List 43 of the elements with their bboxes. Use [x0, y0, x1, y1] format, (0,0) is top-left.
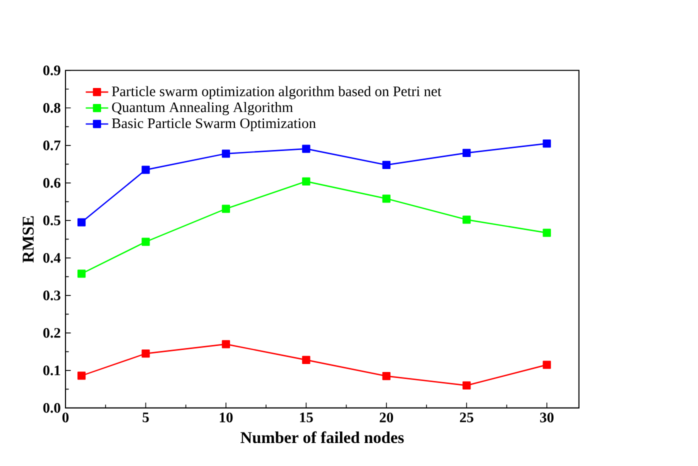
point [222, 204, 230, 213]
y-tick-label: 0.0 [43, 403, 60, 413]
x-tick-label: 15 [300, 412, 313, 422]
y-tick-label: 0.4 [43, 253, 61, 263]
point [542, 360, 551, 369]
y-tick-label: 0.5 [43, 216, 60, 226]
point [462, 381, 471, 390]
x-tick-label: 25 [460, 412, 474, 422]
point [462, 216, 471, 224]
y-tick-label: 0.6 [43, 178, 60, 188]
y-tick-label: 0.9 [43, 66, 60, 76]
x-tick-label: 30 [540, 412, 554, 422]
point [142, 166, 150, 174]
x-axis-title: Number of failed nodes [240, 431, 404, 444]
point [382, 194, 390, 203]
point [142, 238, 150, 246]
legend-label: Quantum Annealing Algorithm [112, 102, 293, 116]
point [382, 160, 390, 170]
point [382, 372, 390, 380]
point [222, 340, 230, 348]
y-tick-label: 0.8 [43, 103, 60, 113]
x-tick-label: 10 [220, 412, 233, 422]
point [77, 218, 86, 226]
point [302, 356, 310, 364]
point [542, 139, 551, 148]
point [302, 144, 310, 153]
y-tick-label: 0.7 [43, 140, 60, 150]
legend-label: Basic Particle Swarm Optimization [112, 118, 316, 132]
y-tick-label: 0.3 [43, 290, 60, 300]
point [77, 372, 86, 380]
x-tick-label: 20 [380, 412, 394, 422]
y-tick-label: 0.1 [43, 366, 60, 376]
point [542, 228, 551, 237]
point [142, 350, 150, 358]
x-tick-label: 0 [62, 412, 69, 422]
y-axis-title: RMSE [22, 216, 34, 263]
point [302, 177, 310, 186]
y-tick-label: 0.2 [43, 328, 60, 338]
legend-label: Particle swarm optimization algorithm based on Petri net [112, 86, 442, 100]
x-tick-label: 5 [142, 412, 149, 422]
point [462, 148, 471, 158]
point [77, 270, 86, 278]
point [222, 150, 230, 158]
